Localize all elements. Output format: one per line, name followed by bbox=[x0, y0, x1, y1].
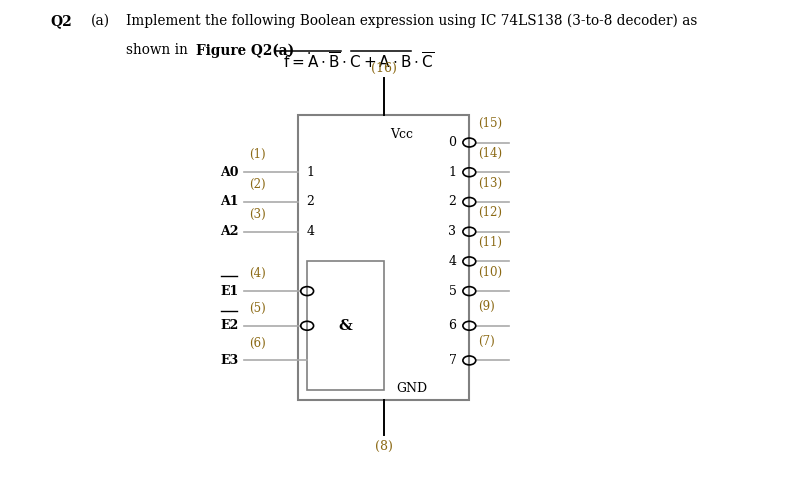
Text: (6): (6) bbox=[248, 337, 266, 350]
Text: (1): (1) bbox=[249, 148, 266, 161]
Text: 6: 6 bbox=[449, 319, 457, 332]
Text: (5): (5) bbox=[248, 302, 266, 315]
Bar bbox=[298, 116, 469, 400]
Text: Figure Q2(a): Figure Q2(a) bbox=[196, 43, 294, 58]
Text: 2: 2 bbox=[307, 195, 314, 209]
Text: (2): (2) bbox=[249, 178, 266, 191]
Text: 1: 1 bbox=[307, 166, 314, 179]
Text: 3: 3 bbox=[449, 225, 457, 238]
Text: A2: A2 bbox=[220, 225, 239, 238]
Text: 7: 7 bbox=[449, 354, 457, 367]
Text: 2: 2 bbox=[449, 195, 457, 209]
Text: (9): (9) bbox=[478, 300, 494, 313]
Text: (a): (a) bbox=[90, 14, 110, 28]
Text: GND: GND bbox=[397, 382, 428, 395]
Text: E3: E3 bbox=[220, 354, 239, 367]
Text: (11): (11) bbox=[478, 236, 502, 249]
Text: shown in: shown in bbox=[127, 43, 193, 57]
Text: (7): (7) bbox=[478, 335, 494, 348]
Text: .: . bbox=[307, 43, 310, 57]
Text: (12): (12) bbox=[478, 206, 502, 219]
Text: (8): (8) bbox=[375, 440, 392, 453]
Text: &: & bbox=[339, 319, 352, 333]
Text: (4): (4) bbox=[248, 267, 266, 280]
Text: E1: E1 bbox=[220, 284, 239, 298]
Text: Implement the following Boolean expression using IC 74LS138 (3-to-8 decoder) as: Implement the following Boolean expressi… bbox=[127, 14, 698, 28]
Text: Vcc: Vcc bbox=[390, 127, 413, 140]
Text: Q2: Q2 bbox=[50, 14, 72, 28]
Text: (13): (13) bbox=[478, 177, 502, 190]
Text: (3): (3) bbox=[248, 208, 266, 221]
Text: A1: A1 bbox=[220, 195, 239, 209]
Text: 1: 1 bbox=[449, 166, 457, 179]
Bar bbox=[307, 261, 384, 390]
Text: (16): (16) bbox=[371, 62, 396, 75]
Text: A0: A0 bbox=[220, 166, 239, 179]
Text: 4: 4 bbox=[449, 255, 457, 268]
Text: 4: 4 bbox=[307, 225, 314, 238]
Text: $\mathrm{f = A \cdot \overline{B} \cdot C + A \cdot B \cdot \overline{C}}$: $\mathrm{f = A \cdot \overline{B} \cdot … bbox=[283, 52, 434, 72]
Text: E2: E2 bbox=[220, 319, 239, 332]
Text: (14): (14) bbox=[478, 147, 502, 160]
Text: 5: 5 bbox=[449, 284, 457, 298]
Text: (10): (10) bbox=[478, 266, 502, 279]
Text: (15): (15) bbox=[478, 117, 502, 130]
Text: 0: 0 bbox=[449, 136, 457, 149]
